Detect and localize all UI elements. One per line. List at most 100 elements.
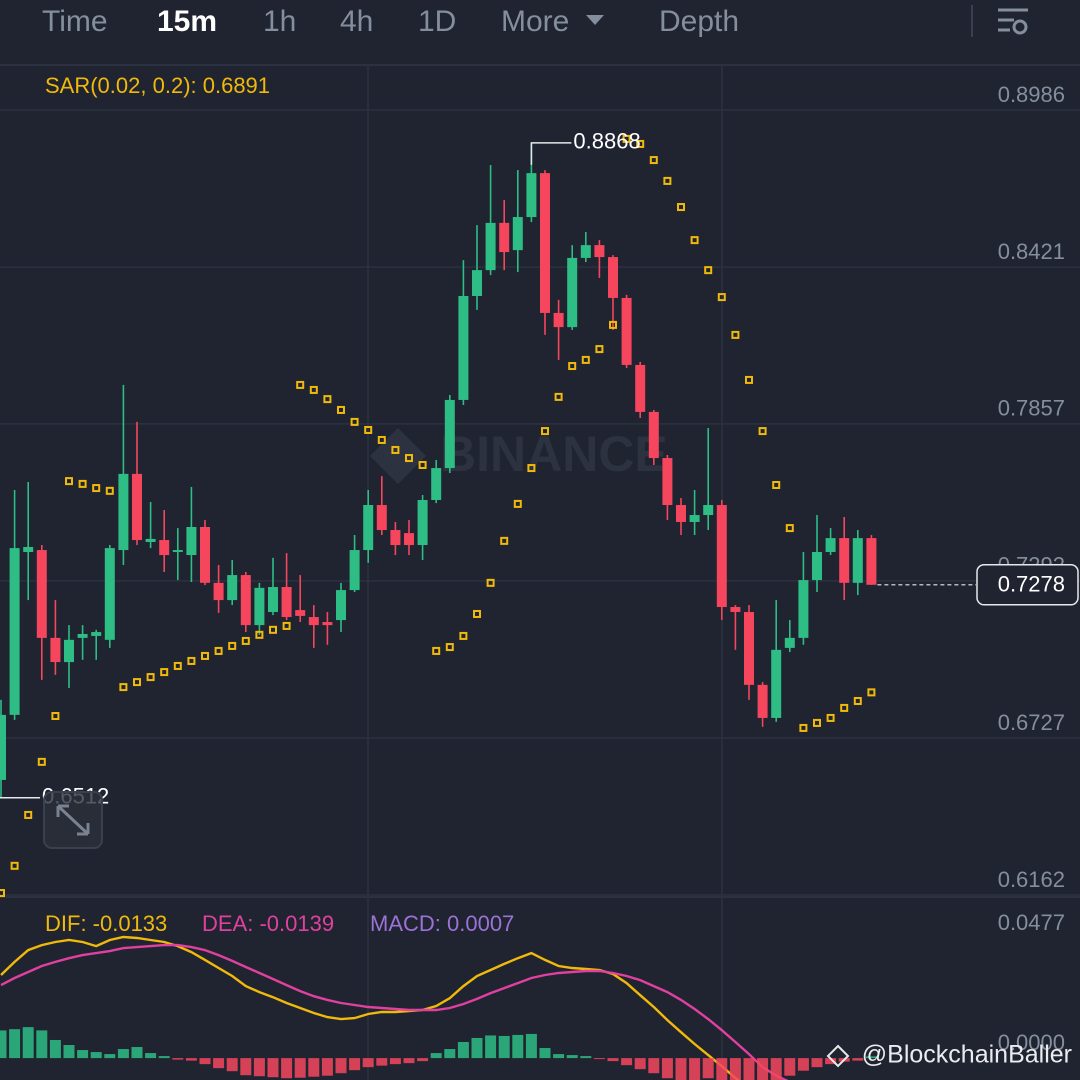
sar-dot [663, 176, 672, 185]
sar-dot [146, 673, 155, 682]
y-tick-label: 0.0477 [998, 910, 1065, 935]
sar-dot [364, 425, 373, 434]
macd-bar [308, 1058, 320, 1077]
macd-bar [512, 1034, 524, 1059]
candle-body [186, 526, 197, 556]
sar-dot [51, 711, 60, 720]
candle-body [621, 297, 632, 365]
candle-body [662, 458, 673, 506]
candle-body [567, 257, 578, 328]
macd-bar [525, 1033, 537, 1059]
candle-body [839, 538, 850, 583]
candle-body [404, 533, 414, 546]
last-price-box [976, 564, 1079, 606]
candle-body [458, 295, 469, 400]
macd-bar [634, 1058, 646, 1070]
sar-dot [241, 636, 250, 645]
macd-bar [403, 1058, 415, 1064]
macd-bar [702, 1058, 714, 1079]
macd-bar [743, 1058, 755, 1080]
candle-body [594, 245, 605, 258]
candle-body [540, 173, 550, 313]
settings-icon[interactable] [998, 8, 1028, 35]
macd-bar [185, 1058, 197, 1061]
watermark: BINANCE [440, 426, 668, 482]
sar-dot [595, 345, 604, 354]
candle-body [376, 505, 387, 531]
macd-bar [485, 1035, 497, 1059]
sar-dot [704, 266, 713, 275]
sar-dot [432, 646, 441, 655]
macd-bar [199, 1058, 211, 1065]
sar-dot [677, 203, 685, 212]
candle-body [240, 575, 251, 626]
macd-bar [145, 1053, 157, 1059]
candle-body [784, 637, 795, 648]
candle-body [390, 530, 401, 546]
indicator-legend: DIF: -0.0133 [45, 911, 167, 936]
macd-bar [770, 1058, 782, 1080]
sar-dot [228, 641, 237, 650]
macd-bar [389, 1058, 401, 1065]
interval-tab[interactable]: 1D [418, 5, 456, 38]
candle-body [91, 632, 102, 636]
sar-dot [541, 427, 549, 436]
dropdown-caret[interactable] [586, 15, 604, 25]
interval-tab[interactable]: 1h [263, 5, 296, 38]
interval-tab[interactable]: 15m [157, 5, 217, 38]
candle-body [716, 505, 727, 608]
sar-dot [554, 392, 563, 401]
candle-body [118, 473, 129, 551]
macd-bar [444, 1049, 456, 1059]
sar-dot [772, 481, 781, 490]
candle-body [771, 649, 782, 718]
macd-bar [757, 1058, 769, 1080]
candle-body [9, 548, 20, 715]
candle-body [132, 473, 142, 541]
indicator-legend: SAR(0.02, 0.2): 0.6891 [45, 73, 270, 98]
sar-dot [500, 536, 509, 545]
candle-body [825, 538, 836, 552]
candle-body [295, 610, 306, 616]
macd-bar [281, 1058, 293, 1079]
candle-body [308, 617, 319, 626]
macd-bar [593, 1058, 605, 1060]
candle-body [417, 500, 428, 546]
macd-bar [648, 1058, 660, 1074]
candle-body [36, 550, 47, 638]
candle-body [812, 551, 822, 581]
sar-dot [568, 362, 577, 371]
sar-dot [187, 656, 196, 665]
macd-bar [104, 1054, 116, 1059]
sar-dot [323, 395, 332, 404]
interval-tab[interactable]: More [501, 5, 569, 38]
credit: @BlockchainBaller [862, 1041, 1072, 1069]
sar-dot [473, 609, 481, 618]
sar-dot [758, 427, 767, 436]
fullscreen-button[interactable] [43, 791, 103, 849]
max-label: 0.8868 [573, 129, 640, 154]
macd-bar [797, 1058, 809, 1071]
candle-body [608, 257, 618, 298]
sar-dot [350, 417, 359, 426]
macd-bar [852, 1058, 864, 1061]
indicator-legend: MACD: 0.0007 [370, 911, 514, 936]
candle-body [499, 222, 510, 253]
sar-dot [92, 484, 101, 493]
candle-body [50, 637, 61, 663]
candle-body [798, 580, 809, 638]
interval-tab[interactable]: Depth [659, 5, 739, 38]
sar-dot [745, 375, 753, 384]
macd-bar [63, 1045, 75, 1059]
macd-bar [716, 1058, 728, 1080]
interval-tab[interactable]: Time [42, 5, 108, 38]
candle-body [104, 548, 115, 640]
candle-body [64, 639, 74, 663]
candle-body [635, 364, 646, 412]
interval-tab[interactable]: 4h [340, 5, 373, 38]
sar-dot [282, 621, 291, 630]
sar-dot [78, 479, 87, 488]
sar-dot [133, 678, 141, 687]
candle-body [77, 633, 88, 638]
sar-dot [826, 713, 835, 722]
